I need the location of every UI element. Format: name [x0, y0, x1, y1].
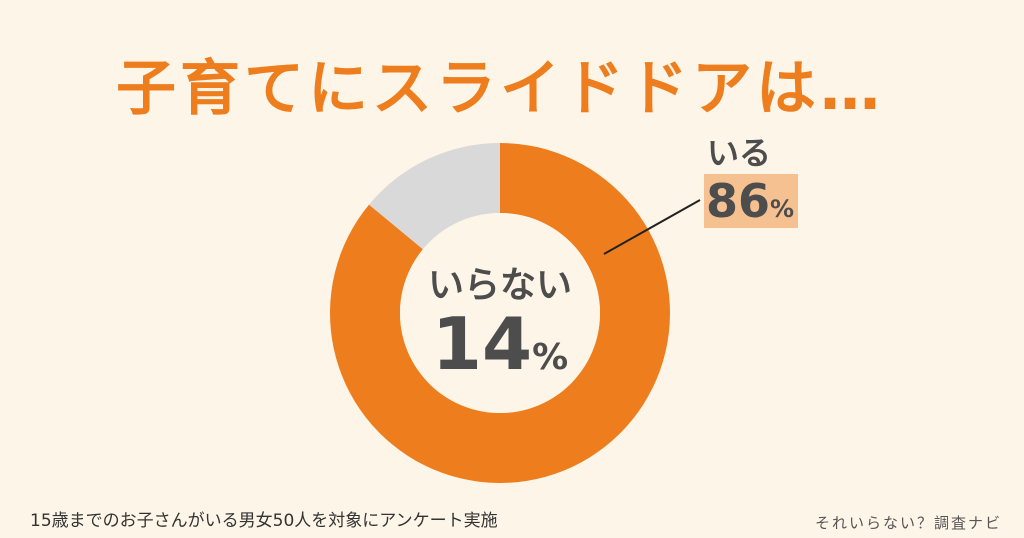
yes-slice-name: いる: [707, 134, 772, 172]
donut-hole: [400, 213, 600, 413]
donut-slice-yes: [330, 143, 670, 483]
no-slice-value: 14: [431, 302, 533, 386]
yes-slice-value-label: 86%: [704, 174, 798, 228]
leader-line: [603, 199, 701, 255]
yes-slice-value: 86: [706, 174, 771, 228]
chart-title: 子育てにスライドドアは…: [116, 54, 884, 124]
donut-slice-no: [369, 143, 500, 250]
survey-footnote: 15歳までのお子さんがいる男女50人を対象にアンケート実施: [30, 511, 498, 531]
brand-name: それいらない？調査ナビ: [814, 514, 1002, 532]
no-slice-unit: %: [532, 337, 569, 378]
no-slice-name: いらない: [427, 265, 572, 306]
yes-slice-unit: %: [770, 195, 795, 223]
no-slice-value-label: 14%: [402, 304, 598, 398]
